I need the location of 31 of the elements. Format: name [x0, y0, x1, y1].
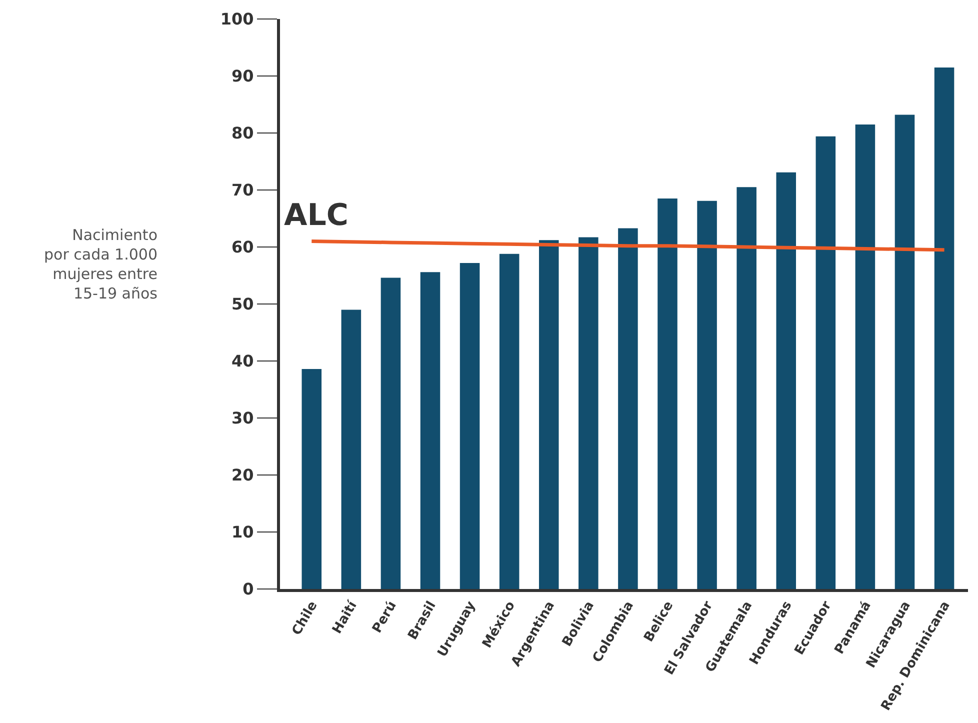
bar — [618, 228, 638, 589]
bar — [341, 310, 362, 589]
bar — [460, 262, 480, 589]
bar — [420, 272, 440, 589]
bar — [776, 172, 796, 589]
y-tick-label: 50 — [232, 294, 254, 314]
y-tick-label: 20 — [232, 466, 254, 485]
y-tick-label: 40 — [232, 352, 254, 371]
series-label: ALC — [284, 198, 348, 233]
bar — [538, 240, 559, 589]
bar — [894, 114, 915, 589]
bar — [499, 254, 520, 589]
bar — [380, 278, 401, 589]
y-tick-label: 70 — [232, 180, 254, 200]
y-tick-label: 30 — [232, 408, 254, 428]
y-axis-title: Nacimiento por cada 1.000 mujeres entre 15-19 años — [44, 226, 158, 302]
bar — [934, 67, 954, 589]
bar — [736, 187, 756, 589]
bar — [578, 237, 598, 589]
y-tick-label: 60 — [232, 238, 254, 257]
bar — [302, 368, 322, 589]
bar — [855, 124, 876, 589]
line-series — [310, 240, 946, 252]
y-tick-label: 100 — [220, 10, 254, 29]
y-tick-label: 0 — [242, 580, 254, 599]
bar — [697, 200, 717, 589]
y-tick-label: 80 — [232, 124, 254, 143]
bar — [658, 198, 678, 589]
y-tick-label: 90 — [232, 66, 254, 86]
y-tick-label: 10 — [232, 522, 254, 542]
bar — [816, 136, 836, 589]
